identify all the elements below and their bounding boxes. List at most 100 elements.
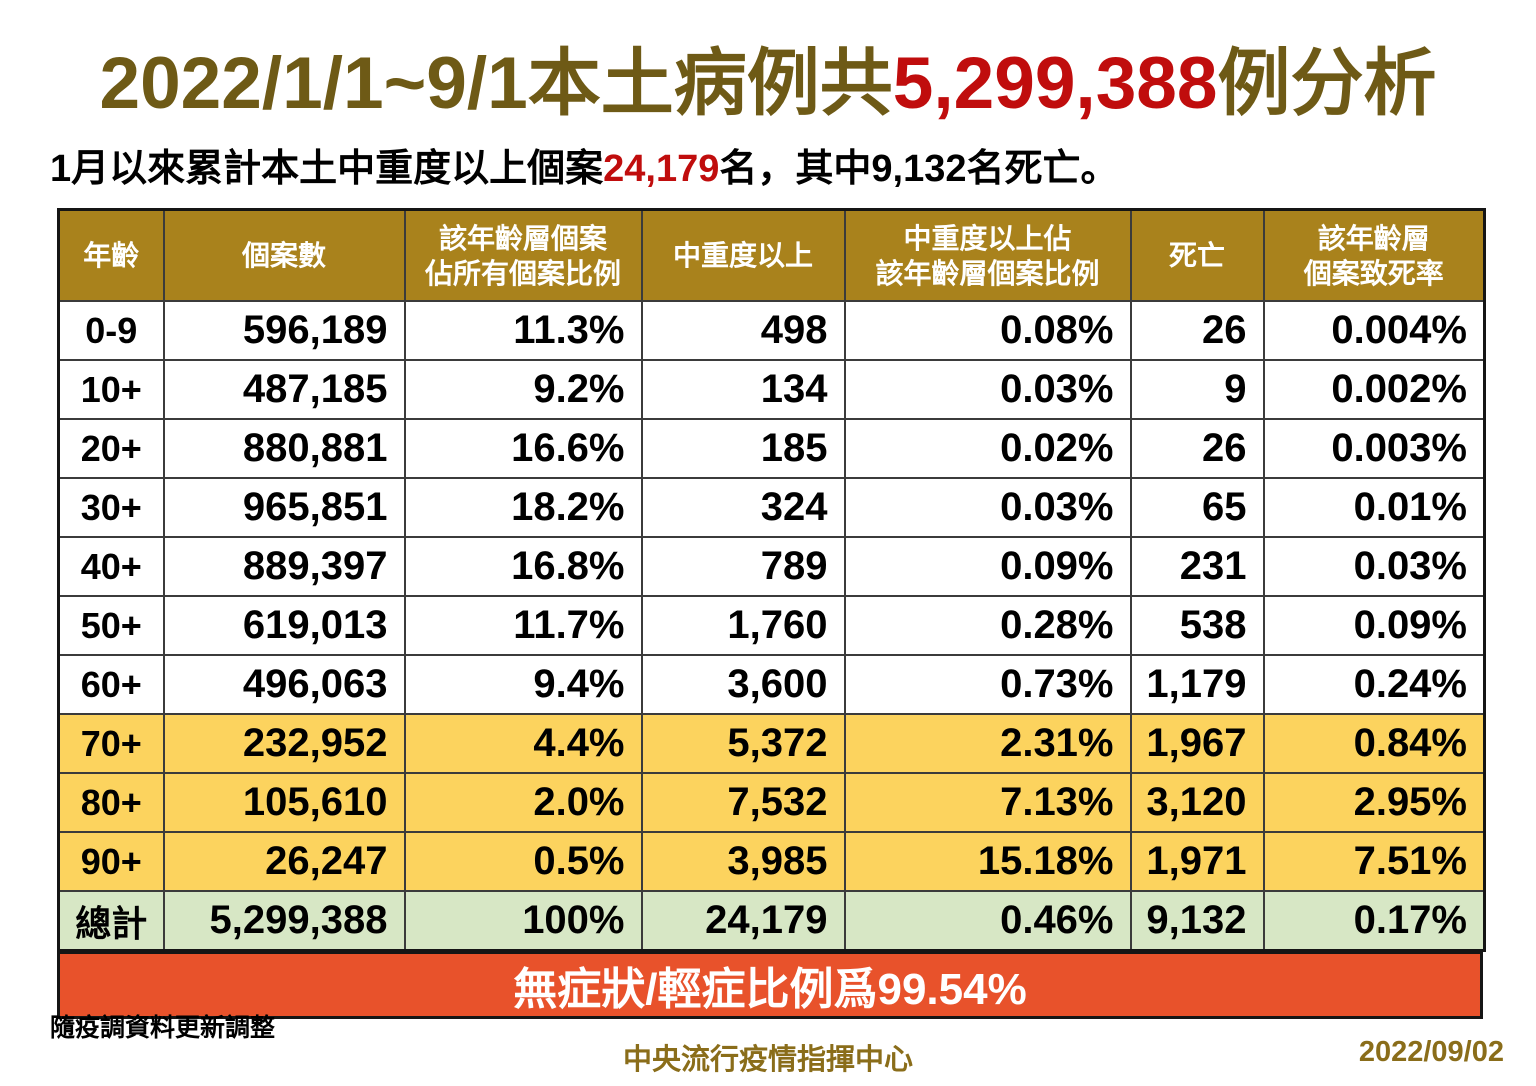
table-body: 0-9 596,189 11.3% 498 0.08% 26 0.004% 10+ 487,18… xyxy=(57,300,1486,952)
age-cell: 80+ xyxy=(57,772,165,833)
value-cell: 2.0% xyxy=(403,772,643,833)
value-cell: 105,610 xyxy=(162,772,406,833)
value-cell: 7.51% xyxy=(1262,831,1486,892)
age-cell: 40+ xyxy=(57,536,165,597)
header-cell: 個案數 xyxy=(162,208,406,302)
title-case-count: 5,299,388 xyxy=(892,43,1218,124)
footer-note: 隨疫調資料更新調整 xyxy=(50,1014,276,1042)
footer-org: 中央流行疫情指揮中心 xyxy=(622,1044,913,1076)
value-cell: 0.73% xyxy=(843,654,1132,715)
age-cell: 70+ xyxy=(57,713,165,774)
value-cell: 11.7% xyxy=(403,595,643,656)
footer-date: 2022/09/02 xyxy=(1358,1036,1504,1068)
value-cell: 134 xyxy=(640,359,846,420)
table-row: 60+ 496,063 9.4% 3,600 0.73% 1,179 0.24% xyxy=(57,654,1486,715)
header-cell: 該年齡層個案 佔所有個案比例 xyxy=(403,208,643,302)
age-cell: 30+ xyxy=(57,477,165,538)
value-cell: 0.09% xyxy=(1262,595,1486,656)
value-cell: 3,120 xyxy=(1129,772,1265,833)
value-cell: 7,532 xyxy=(640,772,846,833)
value-cell: 789 xyxy=(640,536,846,597)
value-cell: 0.5% xyxy=(403,831,643,892)
value-cell: 2.31% xyxy=(843,713,1132,774)
value-cell: 185 xyxy=(640,418,846,479)
value-cell: 232,952 xyxy=(162,713,406,774)
value-cell: 0.17% xyxy=(1262,890,1486,952)
table-row: 80+ 105,610 2.0% 7,532 7.13% 3,120 2.95% xyxy=(57,772,1486,833)
asymptomatic-banner-text: 無症狀/輕症比例爲99.54% xyxy=(513,965,1027,1014)
value-cell: 0.003% xyxy=(1262,418,1486,479)
value-cell: 5,372 xyxy=(640,713,846,774)
value-cell: 26 xyxy=(1129,300,1265,361)
header-cell: 該年齡層 個案致死率 xyxy=(1262,208,1486,302)
value-cell: 1,971 xyxy=(1129,831,1265,892)
value-cell: 0.03% xyxy=(843,477,1132,538)
value-cell: 880,881 xyxy=(162,418,406,479)
value-cell: 0.03% xyxy=(843,359,1132,420)
case-analysis-table-wrap: 年齡 個案數 該年齡層個案 佔所有個案比例 中重度以上 中重度以上佔 該年齡層個案比例死… xyxy=(57,208,1486,1019)
value-cell: 324 xyxy=(640,477,846,538)
value-cell: 9,132 xyxy=(1129,890,1265,952)
age-cell: 10+ xyxy=(57,359,165,420)
value-cell: 5,299,388 xyxy=(162,890,406,952)
subtitle-part1: 1月以來累計本土中重度以上個案 xyxy=(50,148,604,190)
value-cell: 0.03% xyxy=(1262,536,1486,597)
header-cell: 年齡 xyxy=(57,208,165,302)
value-cell: 965,851 xyxy=(162,477,406,538)
value-cell: 16.8% xyxy=(403,536,643,597)
value-cell: 4.4% xyxy=(403,713,643,774)
value-cell: 596,189 xyxy=(162,300,406,361)
value-cell: 498 xyxy=(640,300,846,361)
age-cell: 60+ xyxy=(57,654,165,715)
header-cell: 中重度以上 xyxy=(640,208,846,302)
value-cell: 538 xyxy=(1129,595,1265,656)
table-row: 70+ 232,952 4.4% 5,372 2.31% 1,967 0.84% xyxy=(57,713,1486,774)
value-cell: 26 xyxy=(1129,418,1265,479)
value-cell: 0.01% xyxy=(1262,477,1486,538)
value-cell: 889,397 xyxy=(162,536,406,597)
value-cell: 0.08% xyxy=(843,300,1132,361)
value-cell: 16.6% xyxy=(403,418,643,479)
value-cell: 1,760 xyxy=(640,595,846,656)
table-row: 40+ 889,397 16.8% 789 0.09% 231 0.03% xyxy=(57,536,1486,597)
value-cell: 65 xyxy=(1129,477,1265,538)
header-cell: 中重度以上佔 該年齡層個案比例 xyxy=(843,208,1132,302)
value-cell: 487,185 xyxy=(162,359,406,420)
value-cell: 0.09% xyxy=(843,536,1132,597)
table-row: 20+ 880,881 16.6% 185 0.02% 26 0.003% xyxy=(57,418,1486,479)
value-cell: 1,967 xyxy=(1129,713,1265,774)
table-row: 10+ 487,185 9.2% 134 0.03% 9 0.002% xyxy=(57,359,1486,420)
age-cell: 90+ xyxy=(57,831,165,892)
table-row: 總計 5,299,388 100% 24,179 0.46% 9,132 0.17% xyxy=(57,890,1486,952)
value-cell: 24,179 xyxy=(640,890,846,952)
value-cell: 9.2% xyxy=(403,359,643,420)
age-cell: 0-9 xyxy=(57,300,165,361)
value-cell: 0.28% xyxy=(843,595,1132,656)
value-cell: 100% xyxy=(403,890,643,952)
value-cell: 1,179 xyxy=(1129,654,1265,715)
value-cell: 3,985 xyxy=(640,831,846,892)
value-cell: 0.84% xyxy=(1262,713,1486,774)
value-cell: 0.002% xyxy=(1262,359,1486,420)
age-cell: 50+ xyxy=(57,595,165,656)
table-header-row: 年齡 個案數 該年齡層個案 佔所有個案比例 中重度以上 中重度以上佔 該年齡層個案比例死… xyxy=(57,208,1486,302)
value-cell: 9 xyxy=(1129,359,1265,420)
table-row: 0-9 596,189 11.3% 498 0.08% 26 0.004% xyxy=(57,300,1486,361)
value-cell: 3,600 xyxy=(640,654,846,715)
age-cell: 20+ xyxy=(57,418,165,479)
title-prefix: 2022/1/1~9/1本土病例共 xyxy=(99,43,893,124)
table-row: 90+ 26,247 0.5% 3,985 15.18% 1,971 7.51% xyxy=(57,831,1486,892)
value-cell: 619,013 xyxy=(162,595,406,656)
value-cell: 0.02% xyxy=(843,418,1132,479)
asymptomatic-banner: 無症狀/輕症比例爲99.54% xyxy=(57,952,1483,1019)
subtitle-part2: 名，其中9,132名死亡。 xyxy=(719,148,1119,190)
header-cell: 死亡 xyxy=(1129,208,1265,302)
value-cell: 496,063 xyxy=(162,654,406,715)
title-suffix: 例分析 xyxy=(1217,43,1437,124)
page-title: 2022/1/1~9/1本土病例共5,299,388例分析 xyxy=(0,24,1536,130)
value-cell: 15.18% xyxy=(843,831,1132,892)
age-cell: 總計 xyxy=(57,890,165,952)
subtitle-severe-count: 24,179 xyxy=(603,148,720,190)
value-cell: 11.3% xyxy=(403,300,643,361)
table-row: 50+ 619,013 11.7% 1,760 0.28% 538 0.09% xyxy=(57,595,1486,656)
